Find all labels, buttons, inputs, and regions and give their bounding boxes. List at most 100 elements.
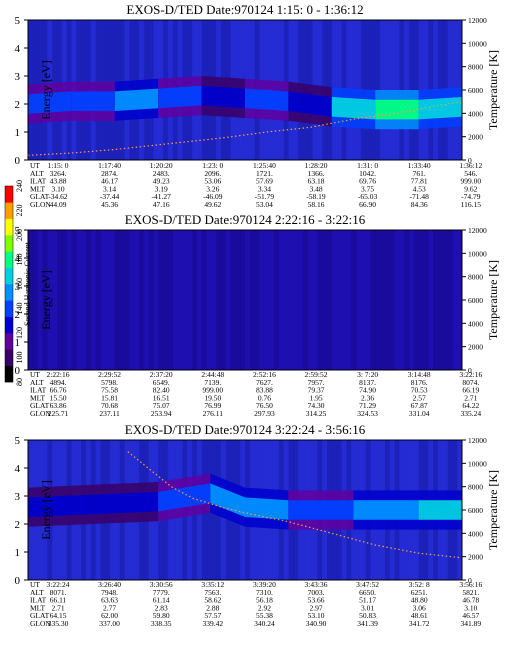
spectrogram-cell xyxy=(365,230,371,370)
ephemeris-cell: 71.29 xyxy=(359,401,376,410)
ephemeris-cell: 0.76 xyxy=(258,393,271,402)
ephemeris-row-label: ILAT xyxy=(30,596,47,605)
spectrogram-cell xyxy=(52,230,58,370)
spectrogram-cell xyxy=(389,230,395,370)
ephemeris-cell: 2.83 xyxy=(155,603,168,612)
y2-tick-label: 2000 xyxy=(468,343,483,352)
ephemeris-cell: 64.22 xyxy=(462,401,479,410)
spectrogram-cell xyxy=(134,230,140,370)
ephemeris-cell: 3:52: 8 xyxy=(409,580,430,589)
colorbar-swatch xyxy=(5,316,13,334)
colorbar-swatch xyxy=(5,284,13,301)
ephemeris-cell: 3:26:40 xyxy=(98,580,121,589)
ephemeris-cell: 1:28:20 xyxy=(305,161,328,170)
y-tick-label: 5 xyxy=(15,435,21,447)
y-tick-label: 2 xyxy=(15,99,21,111)
spectrogram-cell xyxy=(172,230,178,370)
spectrogram-cell xyxy=(81,230,87,370)
ephemeris-cell: 58.62 xyxy=(204,596,221,605)
spectrogram-cell xyxy=(278,230,285,370)
ephemeris-row-label: GLAT xyxy=(30,401,50,410)
spectrogram-cell xyxy=(288,230,294,370)
ephemeris-cell: 58.16 xyxy=(308,200,325,209)
ephemeris-cell: 43.88 xyxy=(50,177,67,186)
y2-tick-label: 12000 xyxy=(468,436,487,445)
spectrogram-cell xyxy=(71,230,77,370)
ephemeris-cell: 1.95 xyxy=(309,393,322,402)
y2-axis-label: Temperature [K] xyxy=(486,50,500,130)
ephemeris-cell: 77.81 xyxy=(411,177,428,186)
spectrogram-cell xyxy=(442,230,449,370)
spectrogram-cell xyxy=(370,230,376,370)
ephemeris-cell: 53.06 xyxy=(204,177,221,186)
spectrogram-cell xyxy=(196,230,203,370)
spectrogram-cell xyxy=(331,230,338,370)
colorbar-tick-label: 220 xyxy=(15,205,24,217)
ephemeris-cell: 116.15 xyxy=(461,200,482,209)
spectrogram-cell xyxy=(129,230,135,370)
ephemeris-cell: 2483. xyxy=(153,169,170,178)
ephemeris-cell: 5821. xyxy=(462,588,479,597)
colorbar-tick-label: 120 xyxy=(15,327,24,339)
y-tick-label: 3 xyxy=(15,281,21,293)
chart-title: EXOS-D/TED Date:970124 2:22:16 - 3:22:16 xyxy=(125,212,366,227)
ephemeris-cell: 3: 7:20 xyxy=(357,370,378,379)
ephemeris-cell: 3:14:48 xyxy=(408,370,431,379)
spectrogram-cell xyxy=(307,230,314,370)
ephemeris-row-label: UT xyxy=(30,370,40,379)
colorbar-tick-label: 180 xyxy=(15,254,24,266)
colorbar-swatch xyxy=(5,365,13,383)
ephemeris-cell: 7627. xyxy=(256,378,273,387)
ephemeris-row-label: ALT xyxy=(30,378,44,387)
spectrogram-cell xyxy=(220,230,227,370)
ephemeris-cell: 75.07 xyxy=(153,401,170,410)
ephemeris-cell: 3:30:56 xyxy=(150,580,173,589)
ephemeris-cell: 47.16 xyxy=(153,200,170,209)
y2-tick-label: 10000 xyxy=(468,249,487,258)
ephemeris-cell: 7310. xyxy=(256,588,273,597)
ephemeris-cell: 8176. xyxy=(411,378,428,387)
spectrogram-cell xyxy=(355,230,362,370)
ephemeris-row-label: MLT xyxy=(30,184,46,193)
spectrogram-cell xyxy=(37,230,43,370)
ephemeris-cell: 3:56:16 xyxy=(459,580,482,589)
ephemeris-cell: 1042. xyxy=(359,169,376,178)
ephemeris-row-label: ALT xyxy=(30,588,44,597)
spectrogram-cell xyxy=(235,230,241,370)
ephemeris-cell: 3:35:12 xyxy=(201,580,224,589)
ephemeris-cell: 59.80 xyxy=(153,611,170,620)
spectrogram-cell xyxy=(384,230,391,370)
ephemeris-row-label: GLON xyxy=(30,200,51,209)
y2-tick-label: 4000 xyxy=(468,109,483,118)
ephemeris-cell: 1:20:20 xyxy=(150,161,173,170)
spectrogram-cell xyxy=(298,230,304,370)
ephemeris-cell: 8071. xyxy=(50,588,67,597)
ephemeris-cell: 3:43:36 xyxy=(305,580,328,589)
y2-tick-label: 10000 xyxy=(468,459,487,468)
ephemeris-cell: 16.51 xyxy=(153,393,170,402)
spectrogram-cell xyxy=(153,230,159,370)
y-axis-label: Energy [eV] xyxy=(39,480,53,539)
ephemeris-cell: 999.00 xyxy=(202,386,223,395)
ephemeris-cell: 57.57 xyxy=(204,611,221,620)
spectrogram-cell xyxy=(322,230,328,370)
ephemeris-cell: 56.18 xyxy=(256,596,273,605)
spectrogram-cell xyxy=(28,230,34,370)
ephemeris-cell: 84.36 xyxy=(411,200,428,209)
ephemeris-cell: 66.19 xyxy=(462,386,479,395)
ephemeris-row-label: GLAT xyxy=(30,192,50,201)
spectral-band-core xyxy=(245,497,289,520)
ephemeris-cell: 49.23 xyxy=(153,177,170,186)
spectrogram-cell xyxy=(312,230,318,370)
spectrogram-cell xyxy=(105,230,111,370)
spectrogram-cell xyxy=(143,230,150,370)
spectral-band-core xyxy=(288,500,354,520)
ephemeris-cell: 63.18 xyxy=(308,177,325,186)
spectral-band-core xyxy=(353,500,419,520)
spectrogram-cell xyxy=(138,230,145,370)
y-tick-label: 2 xyxy=(15,519,21,531)
y-tick-label: 3 xyxy=(15,71,21,83)
spectrogram-cell xyxy=(148,230,154,370)
spectrogram-cell xyxy=(346,230,352,370)
